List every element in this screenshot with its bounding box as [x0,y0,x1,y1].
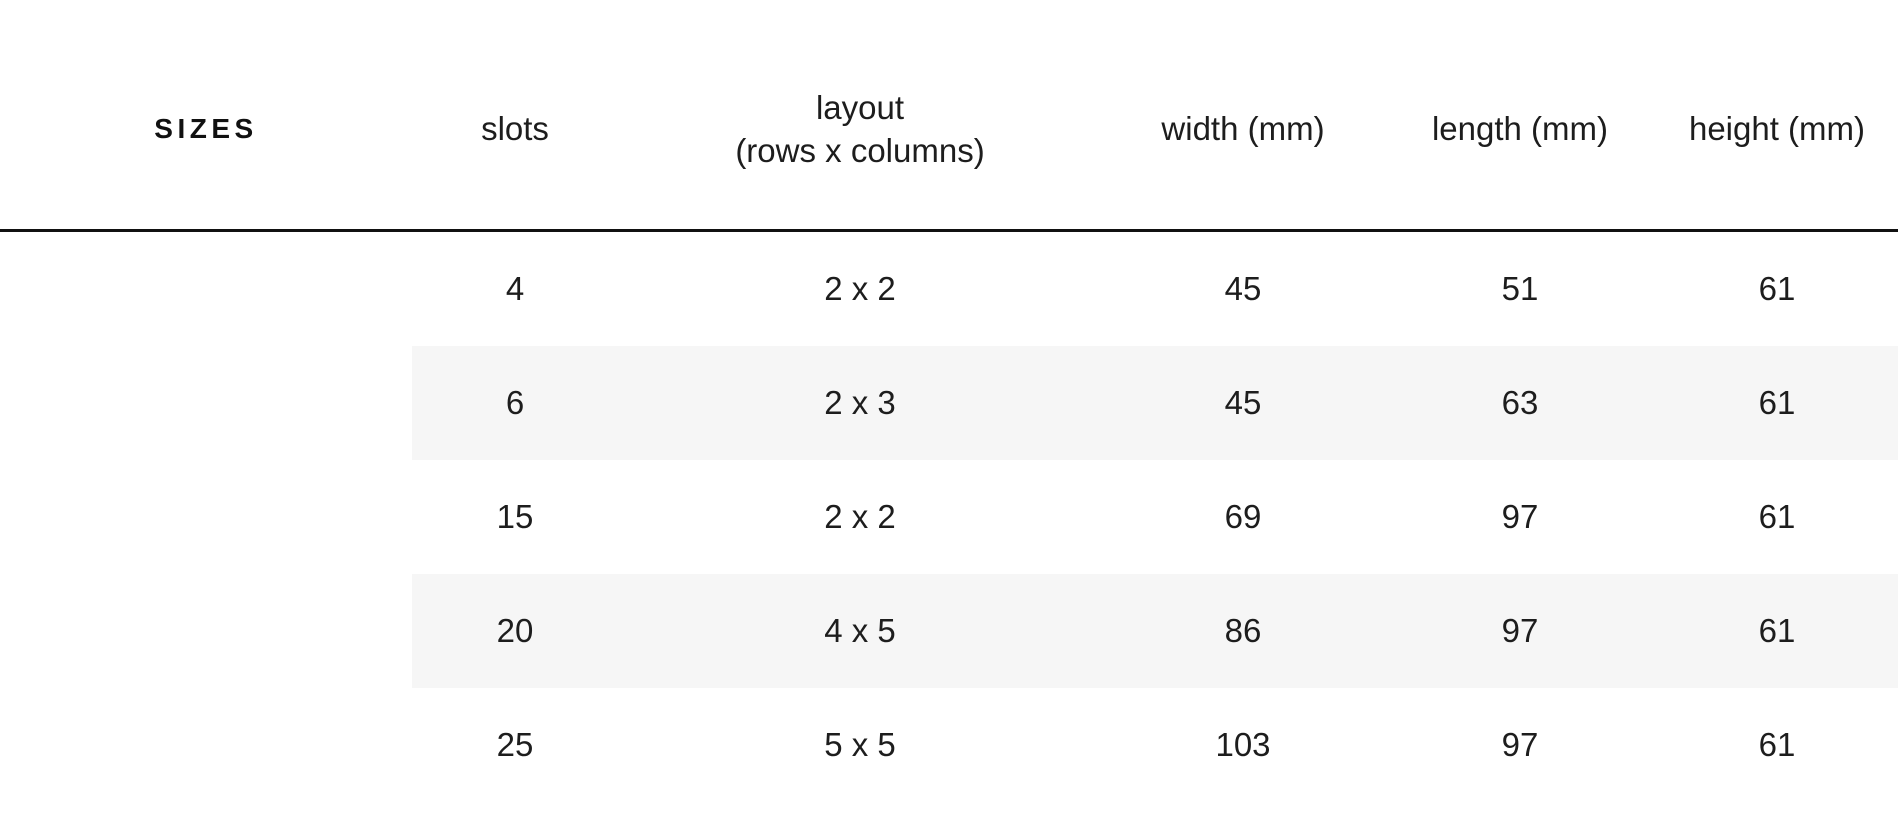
column-header-slots: slots [412,0,618,232]
empty-cell [0,230,412,346]
empty-cell [0,574,412,688]
width-cell: 45 [1102,346,1384,460]
table-row: 20 4 x 5 86 97 61 [0,574,1898,688]
width-cell: 103 [1102,688,1384,802]
sizes-table: SIZES slots layout (rows x columns) widt… [0,0,1898,802]
slots-cell: 6 [412,346,618,460]
slots-cell: 15 [412,460,618,574]
empty-cell [0,460,412,574]
length-cell: 97 [1384,460,1656,574]
column-header-layout-line1: layout [815,88,905,126]
height-cell: 61 [1656,688,1898,802]
width-cell: 45 [1102,230,1384,346]
height-cell: 61 [1656,574,1898,688]
column-header-length: length (mm) [1384,0,1656,232]
slots-cell: 4 [412,230,618,346]
table-row: 4 2 x 2 45 51 61 [0,230,1898,346]
length-cell: 97 [1384,574,1656,688]
sizes-table-body: 4 2 x 2 45 51 61 6 2 x 3 45 63 61 15 2 x… [0,230,1898,802]
table-row: 15 2 x 2 69 97 61 [0,460,1898,574]
layout-cell: 2 x 2 [618,230,1102,346]
table-row: 6 2 x 3 45 63 61 [0,346,1898,460]
slots-cell: 20 [412,574,618,688]
height-cell: 61 [1656,346,1898,460]
column-header-layout: layout (rows x columns) [618,0,1102,232]
empty-cell [0,346,412,460]
table-row: 25 5 x 5 103 97 61 [0,688,1898,802]
column-header-width: width (mm) [1102,0,1384,232]
layout-cell: 2 x 3 [618,346,1102,460]
width-cell: 69 [1102,460,1384,574]
height-cell: 61 [1656,230,1898,346]
height-cell: 61 [1656,460,1898,574]
length-cell: 51 [1384,230,1656,346]
column-header-layout-line2: (rows x columns) [735,131,985,169]
layout-cell: 4 x 5 [618,574,1102,688]
layout-cell: 2 x 2 [618,460,1102,574]
length-cell: 63 [1384,346,1656,460]
length-cell: 97 [1384,688,1656,802]
sizes-table-header: SIZES slots layout (rows x columns) widt… [0,0,1898,232]
column-header-height: height (mm) [1656,0,1898,232]
header-row: SIZES slots layout (rows x columns) widt… [0,0,1898,232]
layout-cell: 5 x 5 [618,688,1102,802]
table-title: SIZES [0,0,412,232]
slots-cell: 25 [412,688,618,802]
width-cell: 86 [1102,574,1384,688]
empty-cell [0,688,412,802]
